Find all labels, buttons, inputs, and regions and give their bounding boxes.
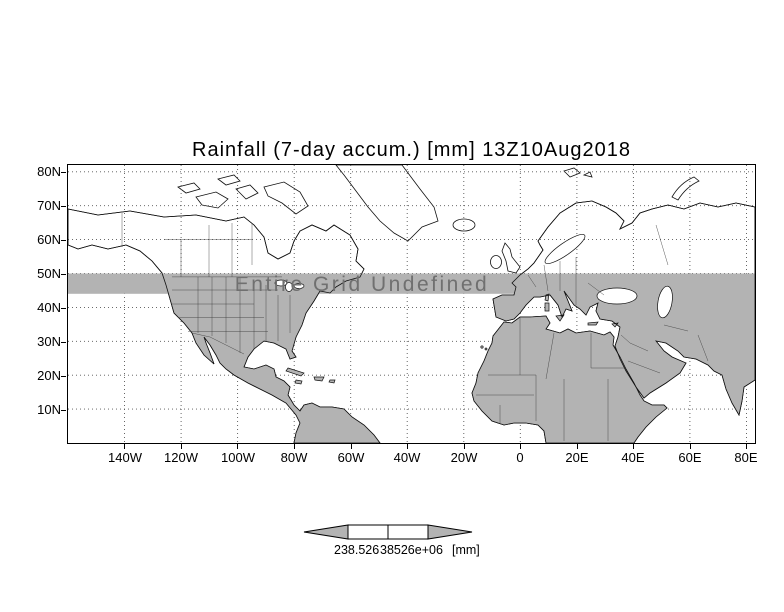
tick-mark	[61, 308, 66, 309]
tick-mark	[61, 376, 66, 377]
y-axis-tick-label: 10N	[37, 402, 61, 417]
plot-title: Rainfall (7-day accum.) [mm] 13Z10Aug201…	[192, 139, 631, 161]
x-axis-tick-label: 20E	[565, 450, 589, 465]
undefined-grid-label: Entire Grid Undefined	[235, 273, 489, 296]
x-axis-tick-label: 120W	[164, 450, 198, 465]
lake-michigan-huron	[285, 282, 293, 292]
tick-mark	[577, 444, 578, 449]
colorbar	[302, 523, 474, 541]
jamaica	[294, 379, 303, 385]
colorbar-right-arrow	[427, 524, 473, 540]
country-borders	[121, 213, 709, 441]
map-plot-frame: Entire Grid Undefined	[67, 164, 756, 444]
novaya-zemlya	[671, 176, 700, 201]
x-axis-tick-label: 140W	[108, 450, 142, 465]
y-axis-tick-label: 20N	[37, 368, 61, 383]
tick-mark	[520, 444, 521, 449]
tick-mark	[351, 444, 352, 449]
sardinia	[544, 302, 550, 312]
x-axis-tick-label: 0	[516, 450, 524, 465]
lake-erie-ontario	[293, 283, 305, 289]
x-axis-tick-label: 80W	[280, 450, 308, 465]
tick-mark	[464, 444, 465, 449]
southern-islands	[285, 293, 619, 385]
tick-mark	[61, 206, 66, 207]
crete	[587, 321, 599, 326]
arctic-islands	[177, 167, 700, 215]
y-axis-tick-label: 40N	[37, 300, 61, 315]
tick-mark	[61, 410, 66, 411]
africa-shading	[471, 315, 668, 443]
cuba	[285, 367, 305, 377]
y-axis-tick-label: 80N	[37, 164, 61, 179]
x-axis-tick-label: 100W	[221, 450, 255, 465]
ireland	[490, 255, 502, 269]
canary-island	[484, 347, 488, 351]
canary-island	[480, 345, 484, 349]
x-axis-tick-label: 60E	[678, 450, 702, 465]
tick-mark	[181, 444, 182, 449]
coastline-overlay	[68, 200, 755, 443]
tick-mark	[690, 444, 691, 449]
tick-mark	[746, 444, 747, 449]
tick-mark	[237, 444, 238, 449]
caspian-sea	[657, 285, 673, 319]
colorbar-segment	[387, 524, 429, 540]
y-axis-tick-label: 50N	[37, 266, 61, 281]
hispaniola	[313, 376, 325, 382]
colorbar-segment	[347, 524, 389, 540]
colorbar-unit-label: [mm]	[452, 543, 480, 557]
x-axis-tick-label: 80E	[734, 450, 758, 465]
rainfall-map: Entire Grid Undefined	[68, 165, 755, 443]
tick-mark	[407, 444, 408, 449]
tick-mark	[61, 172, 66, 173]
greenland	[335, 165, 439, 242]
tick-mark	[61, 274, 66, 275]
great-britain	[501, 242, 521, 274]
tick-mark	[61, 342, 66, 343]
colorbar-tick-label: 238.526	[334, 543, 380, 557]
y-axis-tick-label: 30N	[37, 334, 61, 349]
puerto-rico	[328, 379, 336, 384]
x-axis-tick-label: 40W	[393, 450, 421, 465]
tick-mark	[294, 444, 295, 449]
y-axis-tick-label: 70N	[37, 198, 61, 213]
tick-mark	[61, 240, 66, 241]
x-axis-tick-label: 20W	[450, 450, 478, 465]
tick-mark	[633, 444, 634, 449]
tick-mark	[124, 444, 125, 449]
black-sea	[596, 287, 638, 305]
colorbar-tick-label: 38526e+06	[380, 543, 443, 557]
x-axis-tick-label: 40E	[621, 450, 645, 465]
x-axis-tick-label: 60W	[337, 450, 365, 465]
colorbar-left-arrow	[303, 524, 349, 540]
y-axis-tick-label: 60N	[37, 232, 61, 247]
inland-seas	[274, 234, 673, 319]
baltic-sea	[544, 234, 586, 264]
